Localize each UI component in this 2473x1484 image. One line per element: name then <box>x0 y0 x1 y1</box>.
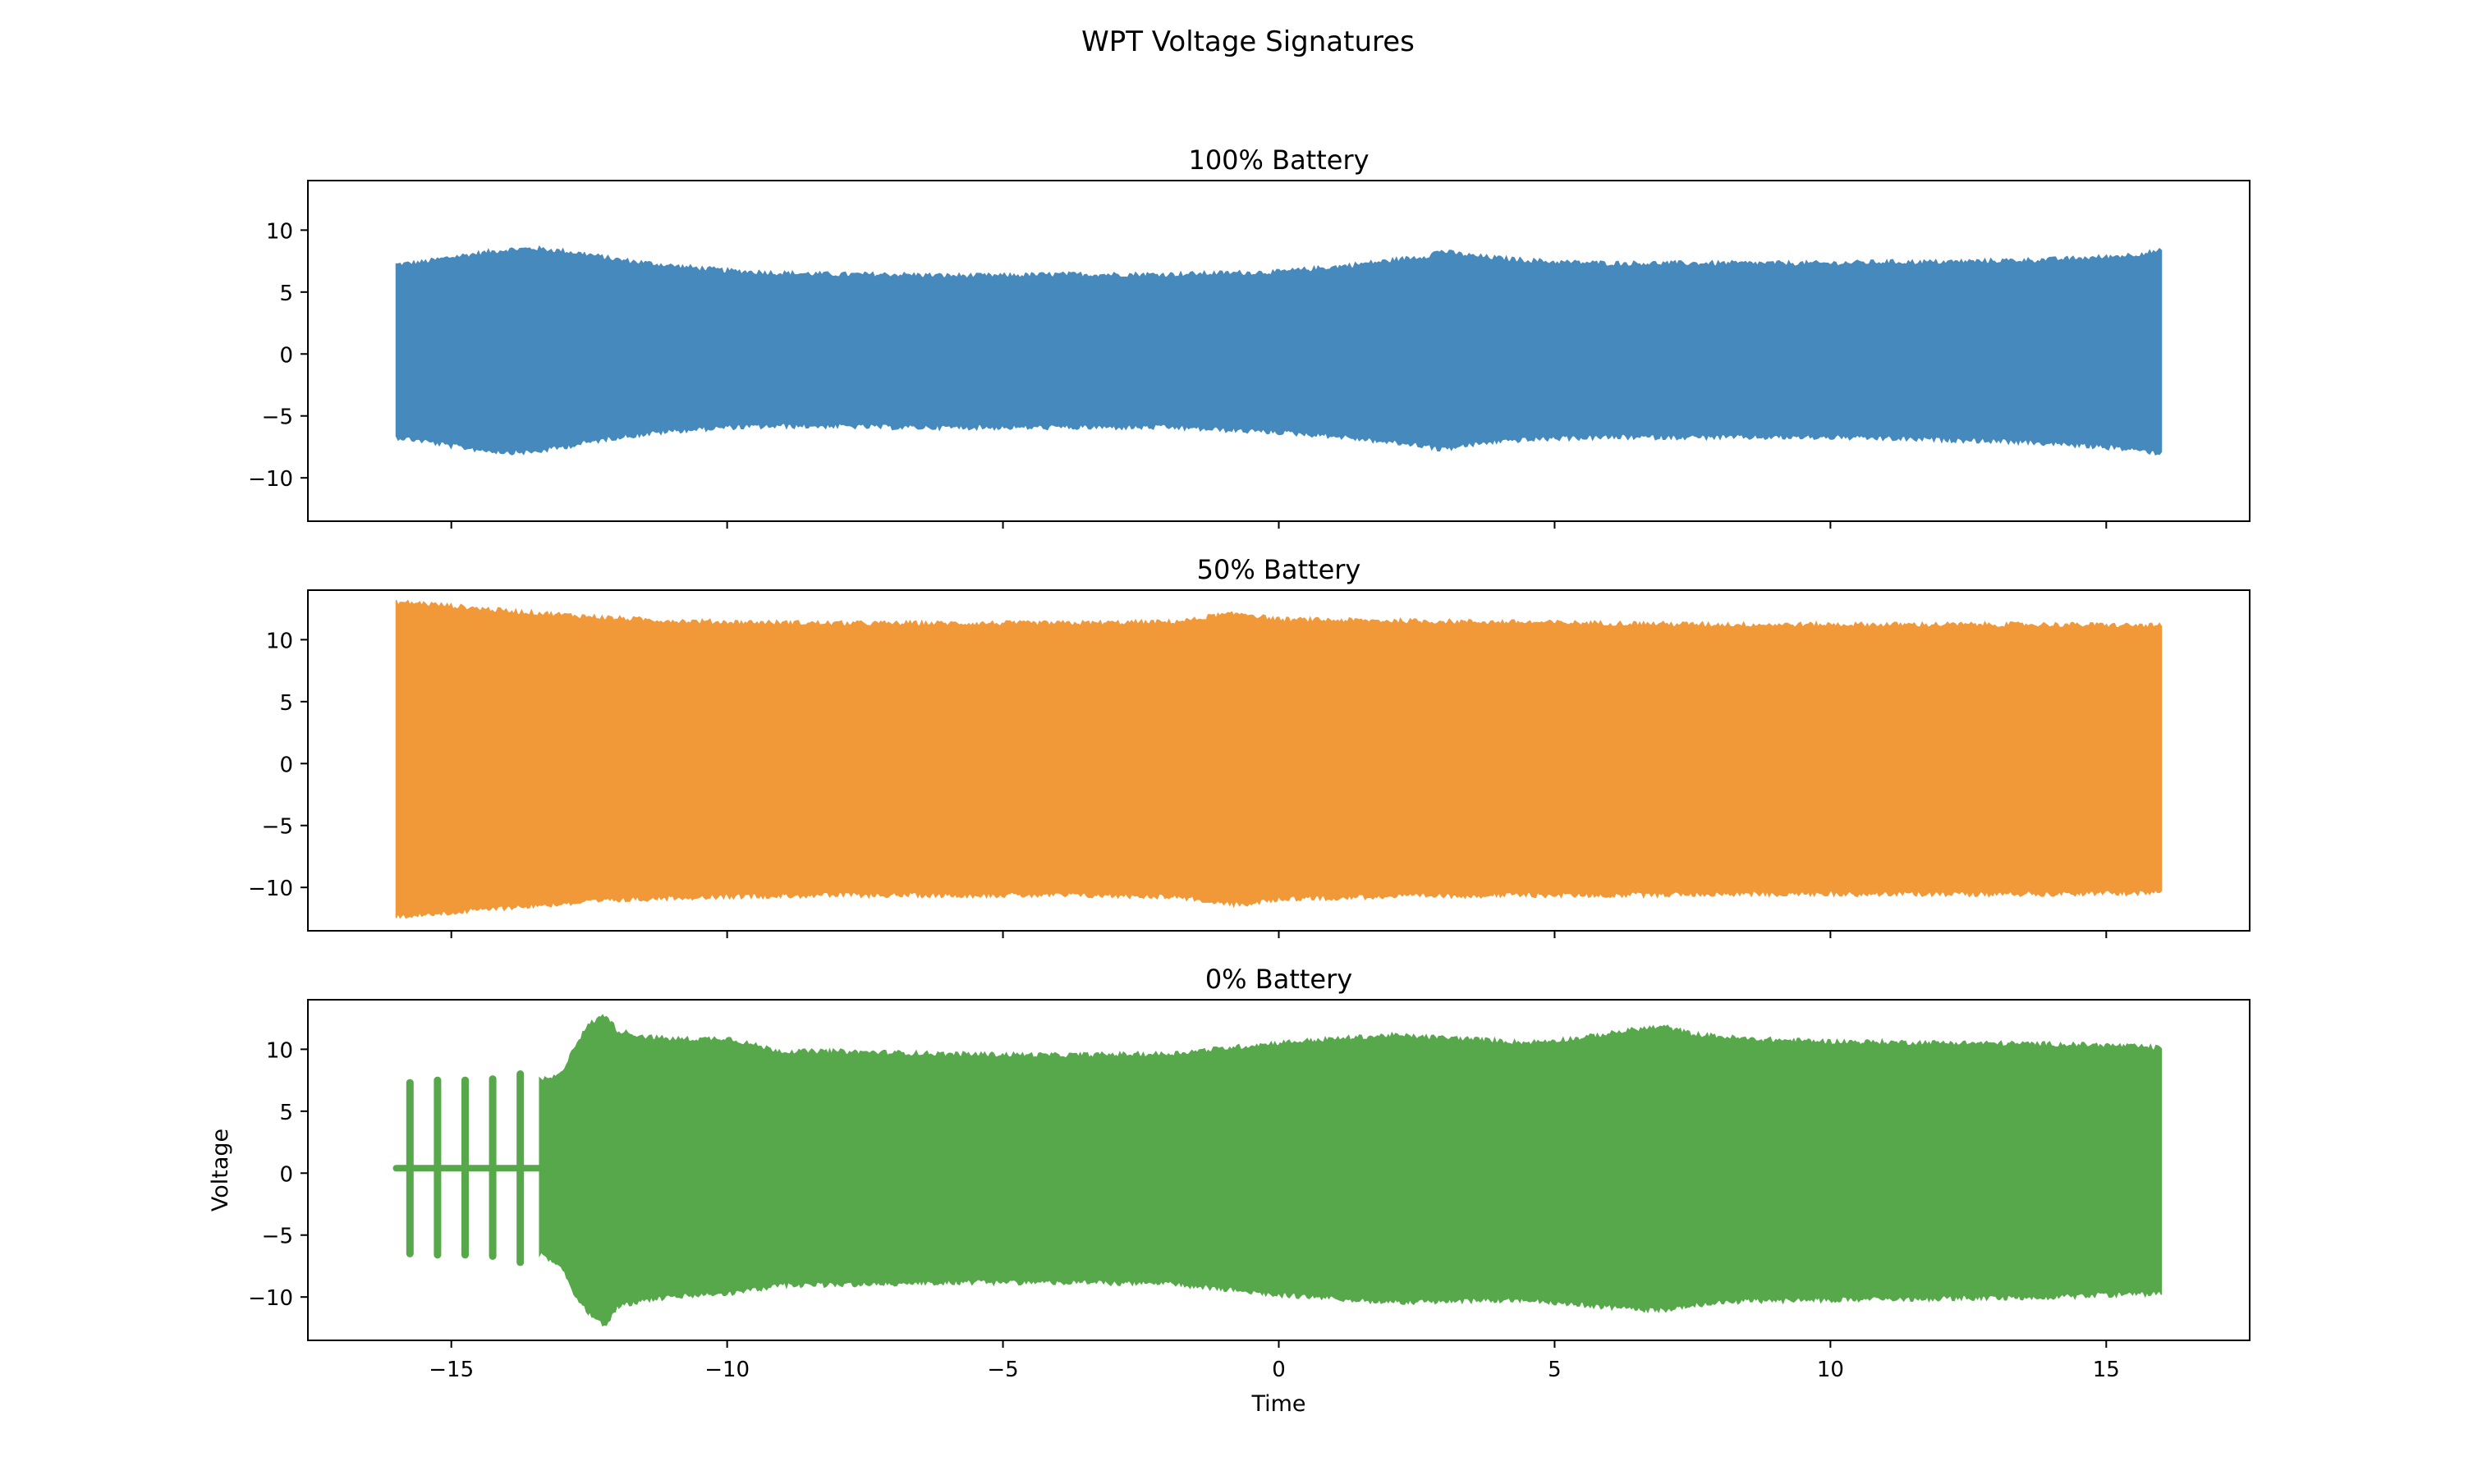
series-2-0-envelope <box>539 1014 2163 1327</box>
x-tick-label-1: −10 <box>704 1358 750 1382</box>
x-axis-label: Time <box>1250 1391 1305 1417</box>
y-tick-label-0-0: −10 <box>248 467 293 492</box>
y-tick-label-0-2: 0 <box>279 343 293 368</box>
subplot-1: −10 −5 0 5 10 50% Battery <box>248 554 2250 938</box>
x-tick-label-2: −5 <box>987 1358 1018 1382</box>
y-axis-label: Voltage <box>208 1129 233 1211</box>
series-0-0-envelope <box>395 245 2163 456</box>
y-tick-label-2-1: −5 <box>262 1225 293 1249</box>
x-tick-label-4: 5 <box>1548 1358 1562 1382</box>
y-tick-label-1-2: 0 <box>279 753 293 777</box>
y-tick-label-1-0: −10 <box>248 877 293 901</box>
x-tick-label-0: −15 <box>429 1358 474 1382</box>
subplot-2: −10 −5 0 5 10 −15 −10 −5 0 5 10 15 0% Battery Time Vol… <box>208 964 2250 1417</box>
y-tick-label-2-4: 10 <box>266 1038 293 1063</box>
y-tick-label-1-4: 10 <box>266 629 293 653</box>
subplot-0: −10 −5 0 5 10 100% Battery <box>248 144 2250 529</box>
y-tick-label-1-1: −5 <box>262 815 293 840</box>
subplot-title-2: 0% Battery <box>1205 964 1352 995</box>
y-tick-label-0-4: 10 <box>266 219 293 244</box>
subplot-title-0: 100% Battery <box>1188 144 1369 176</box>
y-tick-label-2-0: −10 <box>248 1286 293 1311</box>
subplot-title-1: 50% Battery <box>1197 554 1361 585</box>
x-tick-label-6: 15 <box>2093 1358 2120 1382</box>
y-tick-label-1-3: 5 <box>279 691 293 716</box>
y-tick-label-0-1: −5 <box>262 405 293 430</box>
y-tick-label-2-2: 0 <box>279 1162 293 1187</box>
y-tick-label-2-3: 5 <box>279 1101 293 1125</box>
y-tick-label-0-3: 5 <box>279 282 293 306</box>
series-1-0-envelope <box>395 599 2163 919</box>
figure-title: WPT Voltage Signatures <box>1081 25 1415 58</box>
x-tick-label-5: 10 <box>1817 1358 1844 1382</box>
x-tick-label-3: 0 <box>1272 1358 1286 1382</box>
